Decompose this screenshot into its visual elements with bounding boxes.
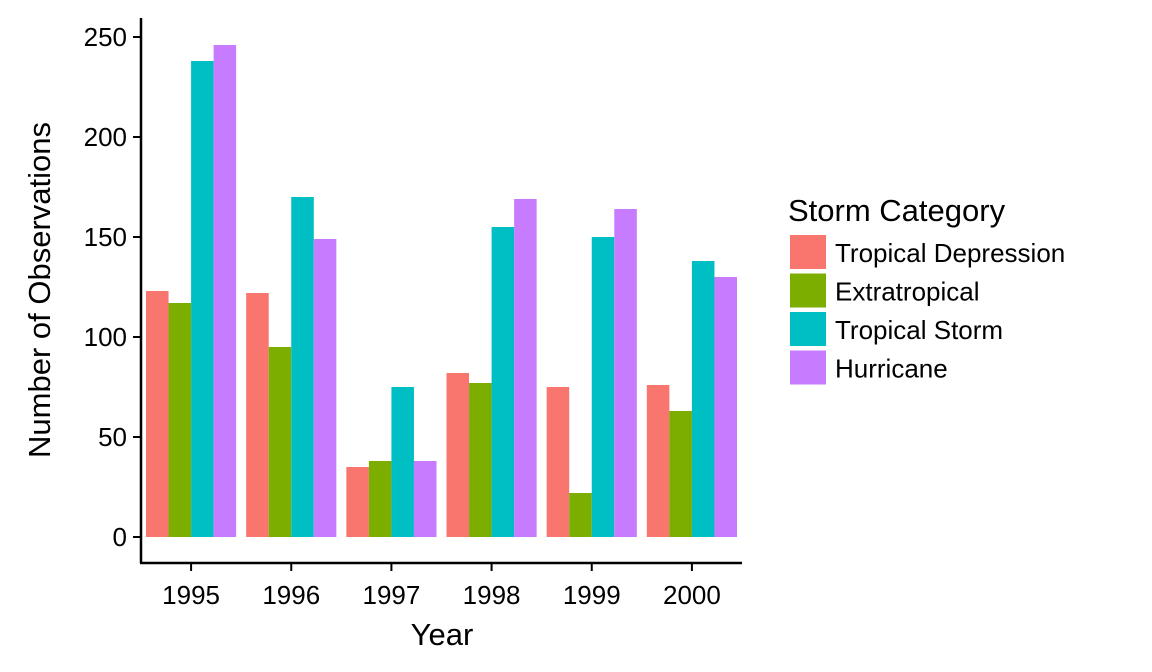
- x-tick-label: 1999: [563, 580, 621, 610]
- legend-label: Tropical Depression: [835, 238, 1065, 268]
- x-tick-label: 1996: [262, 580, 320, 610]
- bar-1999-hurricane: [614, 209, 637, 537]
- bar-2000-tropical-storm: [691, 261, 715, 537]
- bar-1999-extratropical: [569, 493, 592, 537]
- bar-1997-tropical-depression: [346, 467, 369, 537]
- legend-swatch: [790, 312, 826, 346]
- y-tick-label: 100: [84, 322, 127, 352]
- bars-layer: [146, 45, 737, 537]
- y-tick-label: 250: [84, 22, 127, 52]
- bar-1995-hurricane: [213, 45, 237, 537]
- x-tick-label: 1998: [463, 580, 521, 610]
- legend-swatch: [790, 273, 826, 308]
- bar-1995-tropical-depression: [146, 291, 169, 537]
- legend-label: Tropical Storm: [835, 315, 1003, 345]
- y-axis: 0 50 100 150 200 250: [84, 18, 143, 563]
- bar-1998-hurricane: [514, 199, 537, 537]
- legend-label: Hurricane: [835, 354, 948, 384]
- bar-1997-tropical-storm: [391, 387, 414, 537]
- bar-1998-extratropical: [469, 383, 492, 537]
- legend-swatch: [790, 350, 826, 385]
- legend: Storm Category Tropical Depression Extrat…: [788, 193, 1065, 385]
- bar-1995-extratropical: [168, 303, 192, 537]
- bar-1999-tropical-depression: [546, 387, 570, 537]
- legend-title: Storm Category: [788, 193, 1006, 228]
- bar-1996-tropical-storm: [291, 197, 314, 537]
- x-axis-title: Year: [411, 617, 474, 652]
- bar-2000-tropical-depression: [646, 385, 670, 537]
- x-tick-label: 1997: [362, 580, 420, 610]
- legend-swatch: [790, 235, 826, 269]
- y-tick-label: 150: [84, 222, 127, 252]
- bar-1995-tropical-storm: [191, 61, 214, 537]
- bar-1997-extratropical: [368, 461, 392, 537]
- x-tick-label: 2000: [663, 580, 721, 610]
- bar-1996-extratropical: [268, 347, 292, 537]
- y-tick-label: 200: [84, 122, 127, 152]
- x-tick-label: 1995: [162, 580, 220, 610]
- legend-label: Extratropical: [835, 277, 980, 307]
- y-axis-title: Number of Observations: [22, 122, 57, 458]
- bar-2000-hurricane: [714, 277, 737, 537]
- bar-1999-tropical-storm: [591, 237, 615, 537]
- y-tick-label: 0: [113, 522, 127, 552]
- x-axis: 1995 1996 1997 1998 1999 2000: [140, 561, 742, 610]
- bar-1998-tropical-depression: [446, 373, 470, 537]
- bar-1996-tropical-depression: [246, 293, 269, 537]
- bar-1997-hurricane: [413, 461, 437, 537]
- legend-items: Tropical Depression Extratropical Tropical…: [790, 235, 1065, 385]
- bar-2000-extratropical: [669, 411, 692, 537]
- bar-1998-tropical-storm: [491, 227, 515, 537]
- y-tick-label: 50: [98, 422, 127, 452]
- bar-1996-hurricane: [313, 239, 337, 537]
